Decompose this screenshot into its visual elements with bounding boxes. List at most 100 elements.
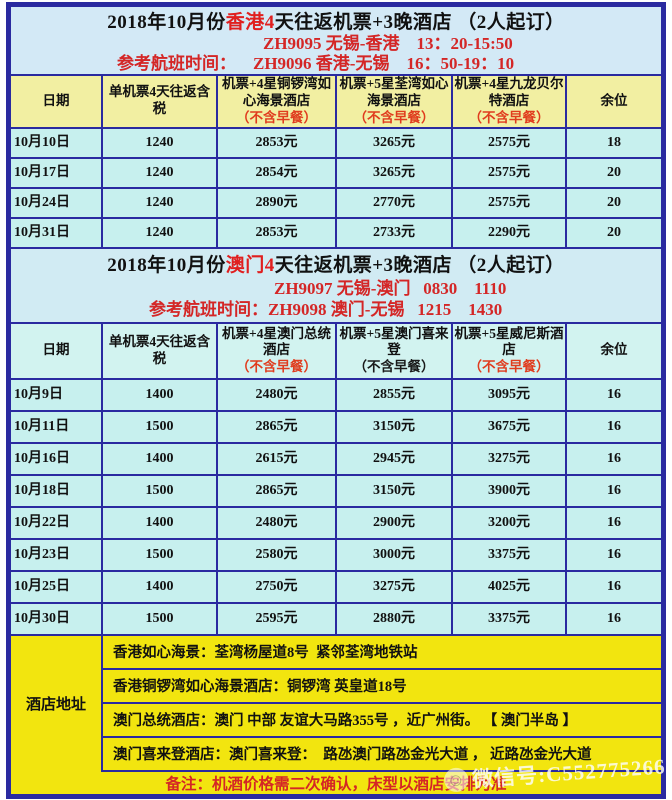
- table-row: 10月11日 1500 2865元 3150元 3675元 16: [11, 411, 661, 444]
- seats-left-cell: 16: [607, 387, 621, 403]
- hotel1-price-cell: 2865元: [218, 475, 337, 506]
- hotel-address-block: 酒店地址 香港如心海景：荃湾杨屋道8号 紧邻荃湾地铁站 香港铜锣湾如心海景酒店：…: [11, 635, 661, 772]
- hotel3-price-cell: 3375元: [453, 539, 567, 570]
- date-cell: 10月30日: [11, 603, 103, 634]
- seats-left-cell: 16: [607, 579, 621, 595]
- hotel2-price-cell: 3265元: [337, 128, 453, 157]
- table-row: 10月31日 1240 2853元 2733元 2290元 20: [11, 218, 661, 249]
- table-row: 10月22日 1400 2480元 2900元 3200元 16: [11, 507, 661, 540]
- seats-left-cell: 16: [607, 451, 621, 467]
- seats-left-cell: 16: [607, 515, 621, 531]
- address-row-mo-sheraton: 澳门喜来登酒店：澳门喜来登： 路氹澳门路氹金光大道 ， 近路氹金光大道: [103, 738, 661, 772]
- hk-return-flight: 参考航班时间： ZH9096 香港-无锡 16：50-19：10: [117, 54, 515, 74]
- hotel-address-label: 酒店地址: [11, 635, 103, 772]
- table-row: 10月17日 1240 2854元 3265元 2575元 20: [11, 158, 661, 189]
- column-label: 机票+4星九龙贝尔特酒店: [454, 75, 564, 108]
- seats-left-cell: 16: [607, 611, 621, 627]
- hotel3-price-cell: 4025元: [453, 571, 567, 602]
- hk-col-date: 日期: [11, 75, 103, 127]
- mo-col-date: 日期: [11, 323, 103, 378]
- hotel2-price-cell: 2880元: [337, 603, 453, 634]
- date-cell: 10月22日: [11, 507, 103, 538]
- seats-left-cell: 16: [607, 483, 621, 499]
- column-label: 机票+4星澳门总统酒店: [222, 325, 331, 358]
- hotel1-price-cell: 2890元: [218, 188, 337, 217]
- hotel2-price-cell: 2945元: [337, 443, 453, 474]
- address-row-hk-causewaybay: 香港铜锣湾如心海景酒店：铜锣湾 英皇道18号: [103, 670, 661, 704]
- hk-title-block: 2018年10月份香港4天往返机票+3晚酒店 （2人起订） ZH9095 无锡-…: [11, 7, 661, 76]
- hk-col-seats: 余位: [567, 76, 661, 127]
- hk-title-suffix: 天往返机票+3晚酒店 （2人起订）: [274, 12, 565, 34]
- no-breakfast-note: （不含早餐）: [353, 109, 435, 125]
- hotel3-price-cell: 3095元: [453, 379, 567, 410]
- column-label: 余位: [600, 342, 628, 358]
- hotel1-price-cell: 2854元: [218, 158, 337, 187]
- mo-title-suffix: 天往返机票+3晚酒店 （2人起订）: [274, 255, 565, 277]
- flight-only-price-cell: 1400: [103, 507, 218, 538]
- hk-col-hotel-3: 机票+4星九龙贝尔特酒店 （不含早餐）: [453, 75, 567, 127]
- hotel2-price-cell: 3265元: [337, 158, 453, 187]
- hotel3-price-cell: 3200元: [453, 507, 567, 538]
- hotel2-price-cell: 2770元: [337, 188, 453, 217]
- flight-only-price-cell: 1400: [103, 443, 218, 474]
- date-cell: 10月18日: [11, 475, 103, 506]
- column-label: 日期: [42, 92, 70, 108]
- mo-col-hotel-3: 机票+5星威尼斯酒店 （不含早餐）: [453, 323, 567, 378]
- column-label: 机票+5星荃湾如心海景酒店: [339, 75, 449, 108]
- flight-only-price-cell: 1500: [103, 475, 218, 506]
- hotel1-price-cell: 2595元: [218, 603, 337, 634]
- hk-col-flight-only: 单机票4天往返含税: [103, 75, 218, 127]
- hotel3-price-cell: 3275元: [453, 443, 567, 474]
- mo-title-prefix: 2018年10月份: [107, 255, 226, 277]
- date-cell: 10月25日: [11, 571, 103, 602]
- hotel3-price-cell: 3675元: [453, 411, 567, 442]
- date-cell: 10月10日: [11, 128, 103, 157]
- hotel2-price-cell: 3275元: [337, 571, 453, 602]
- address-row-mo-president: 澳门总统酒店：澳门 中部 友谊大马路355号 ，近广州街。 【 澳门半岛 】: [103, 704, 661, 738]
- flight-only-price-cell: 1500: [103, 603, 218, 634]
- table-row: 10月23日 1500 2580元 3000元 3375元 16: [11, 539, 661, 572]
- date-cell: 10月31日: [11, 218, 103, 247]
- hotel3-price-cell: 2575元: [453, 128, 567, 157]
- no-breakfast-note: （不含早餐）: [353, 359, 435, 375]
- hotel3-price-cell: 2575元: [453, 158, 567, 187]
- hotel2-price-cell: 3150元: [337, 411, 453, 442]
- no-breakfast-note: （不含早餐）: [468, 109, 550, 125]
- mo-col-hotel-1: 机票+4星澳门总统酒店 （不含早餐）: [218, 323, 337, 378]
- mo-col-flight-only: 单机票4天往返含税: [103, 323, 218, 378]
- mo-col-hotel-2: 机票+5星澳门喜来登 （不含早餐）: [337, 323, 453, 378]
- flight-only-price-cell: 1500: [103, 411, 218, 442]
- column-label: 机票+5星澳门喜来登: [339, 325, 449, 358]
- hotel2-price-cell: 2733元: [337, 218, 453, 247]
- seats-left-cell: 20: [607, 164, 621, 180]
- flight-only-price-cell: 1400: [103, 379, 218, 410]
- column-label: 机票+5星威尼斯酒店: [454, 325, 564, 358]
- hotel2-price-cell: 2900元: [337, 507, 453, 538]
- hotel3-price-cell: 3375元: [453, 603, 567, 634]
- date-cell: 10月9日: [11, 379, 103, 410]
- seats-left-cell: 16: [607, 547, 621, 563]
- hotel1-price-cell: 2580元: [218, 539, 337, 570]
- hotel1-price-cell: 2480元: [218, 507, 337, 538]
- table-row: 10月25日 1400 2750元 3275元 4025元 16: [11, 571, 661, 604]
- flight-only-price-cell: 1240: [103, 128, 218, 157]
- flight-only-price-cell: 1240: [103, 218, 218, 247]
- seats-left-cell: 18: [607, 134, 621, 150]
- footer-note: 备注：机酒价格需二次确认，床型以酒店安排为准: [11, 771, 661, 794]
- date-cell: 10月23日: [11, 539, 103, 570]
- table-row: 10月9日 1400 2480元 2855元 3095元 16: [11, 379, 661, 412]
- column-label: 单机票4天往返含税: [108, 84, 211, 117]
- hk-col-hotel-2: 机票+5星荃湾如心海景酒店 （不含早餐）: [337, 75, 453, 127]
- column-label: 日期: [42, 342, 70, 358]
- hotel1-price-cell: 2853元: [218, 218, 337, 247]
- date-cell: 10月17日: [11, 158, 103, 187]
- hotel3-price-cell: 3900元: [453, 475, 567, 506]
- column-label: 机票+4星铜锣湾如心海景酒店: [222, 75, 331, 108]
- hotel1-price-cell: 2853元: [218, 128, 337, 157]
- table-row: 10月24日 1240 2890元 2770元 2575元 20: [11, 188, 661, 219]
- table-row: 10月18日 1500 2865元 3150元 3900元 16: [11, 475, 661, 508]
- seats-left-cell: 20: [607, 224, 621, 240]
- hotel3-price-cell: 2290元: [453, 218, 567, 247]
- table-row: 10月10日 1240 2853元 3265元 2575元 18: [11, 128, 661, 159]
- column-label: 单机票4天往返含税: [108, 333, 211, 366]
